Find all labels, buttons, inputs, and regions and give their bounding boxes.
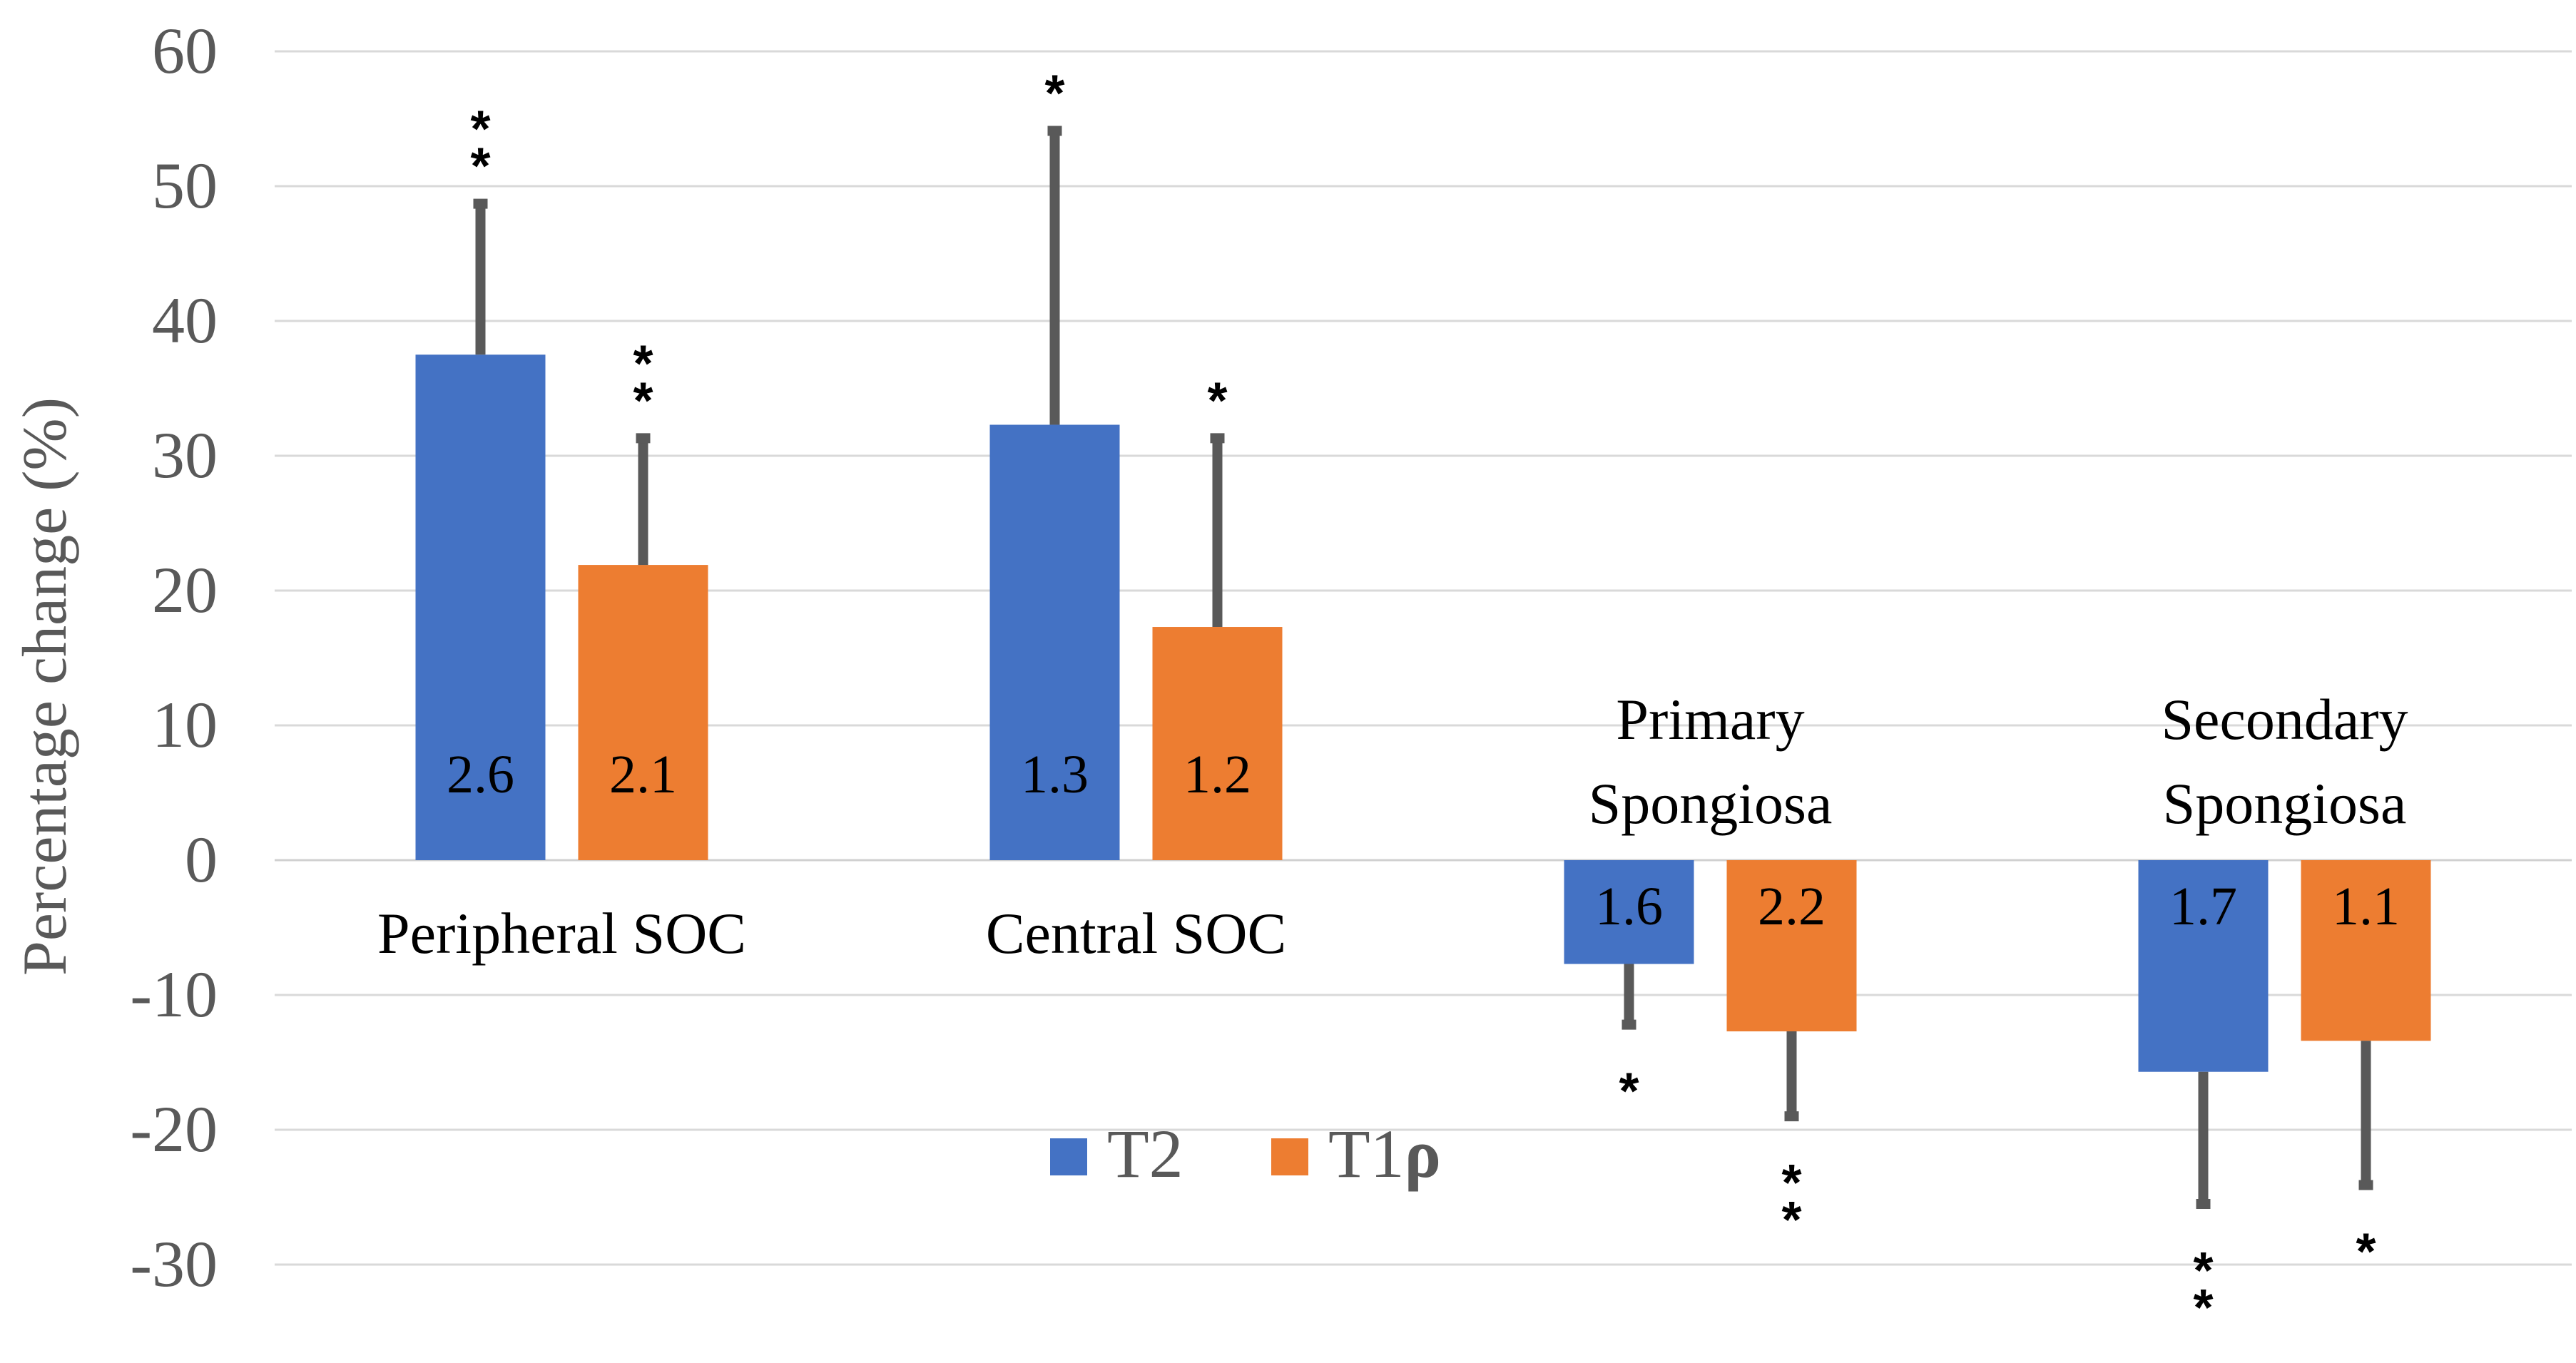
bars: 2.6**2.1**1.3*1.2*1.6*2.2**1.7**1.1*	[415, 66, 2431, 1337]
category-label: Peripheral SOC	[377, 901, 746, 966]
significance-marker: *	[2356, 1223, 2376, 1280]
y-tick-label: -20	[130, 1093, 218, 1165]
y-tick-label: 60	[152, 14, 218, 87]
significance-marker: *	[470, 138, 490, 195]
category-label: Primary	[1616, 687, 1804, 752]
category-label: Secondary	[2161, 687, 2408, 752]
y-axis-ticks: 60 50 40 30 20 10 0 -10 -20 -30	[130, 14, 218, 1300]
legend: T2 T1ρ	[1050, 1116, 1441, 1192]
bar-t1-3	[2301, 860, 2431, 1041]
data-label: 1.7	[2169, 877, 2237, 936]
data-label: 1.2	[1183, 745, 1251, 805]
bar-t2-2	[1564, 860, 1694, 964]
data-label: 2.2	[1758, 877, 1826, 936]
category-labels: Peripheral SOC Central SOC Primary Spongios…	[377, 687, 2408, 966]
y-tick-label: 40	[152, 284, 218, 357]
bar-t2-0	[415, 354, 546, 860]
category-label: Spongiosa	[2163, 771, 2407, 836]
data-label: 2.6	[447, 745, 514, 805]
category-label: Central SOC	[986, 901, 1286, 966]
y-tick-label: 20	[152, 553, 218, 626]
data-label: 1.1	[2332, 877, 2400, 936]
significance-marker: *	[2193, 1242, 2213, 1300]
significance-marker: *	[633, 372, 653, 429]
bar-t1-1	[1152, 627, 1283, 860]
significance-marker: *	[2193, 1280, 2213, 1337]
category-label: Spongiosa	[1589, 771, 1833, 836]
significance-marker: *	[470, 101, 490, 158]
data-label: 1.3	[1021, 745, 1089, 805]
significance-marker: *	[1207, 372, 1227, 429]
y-tick-label: 10	[152, 688, 218, 761]
bar-t1-2	[1726, 860, 1857, 1032]
y-tick-label: -10	[130, 958, 218, 1031]
y-tick-label: 0	[185, 823, 218, 896]
data-label: 1.6	[1595, 877, 1663, 936]
significance-marker: *	[1044, 66, 1064, 123]
y-tick-label: 50	[152, 149, 218, 222]
bar-t2-3	[2138, 860, 2269, 1072]
significance-marker: *	[1781, 1155, 1801, 1212]
significance-marker: *	[633, 335, 653, 392]
legend-swatch-t2	[1050, 1138, 1087, 1175]
legend-swatch-t1	[1271, 1138, 1308, 1175]
significance-marker: *	[1619, 1063, 1639, 1120]
significance-marker: *	[1781, 1192, 1801, 1249]
legend-label: T1ρ	[1328, 1116, 1441, 1192]
y-tick-label: 30	[152, 419, 218, 491]
bar-t2-1	[989, 424, 1120, 860]
y-tick-label: -30	[130, 1227, 218, 1300]
y-axis-title: Percentage change (%)	[11, 397, 80, 976]
bar-t1-0	[578, 565, 708, 860]
legend-label: T2	[1107, 1116, 1183, 1192]
data-label: 2.1	[609, 745, 677, 805]
